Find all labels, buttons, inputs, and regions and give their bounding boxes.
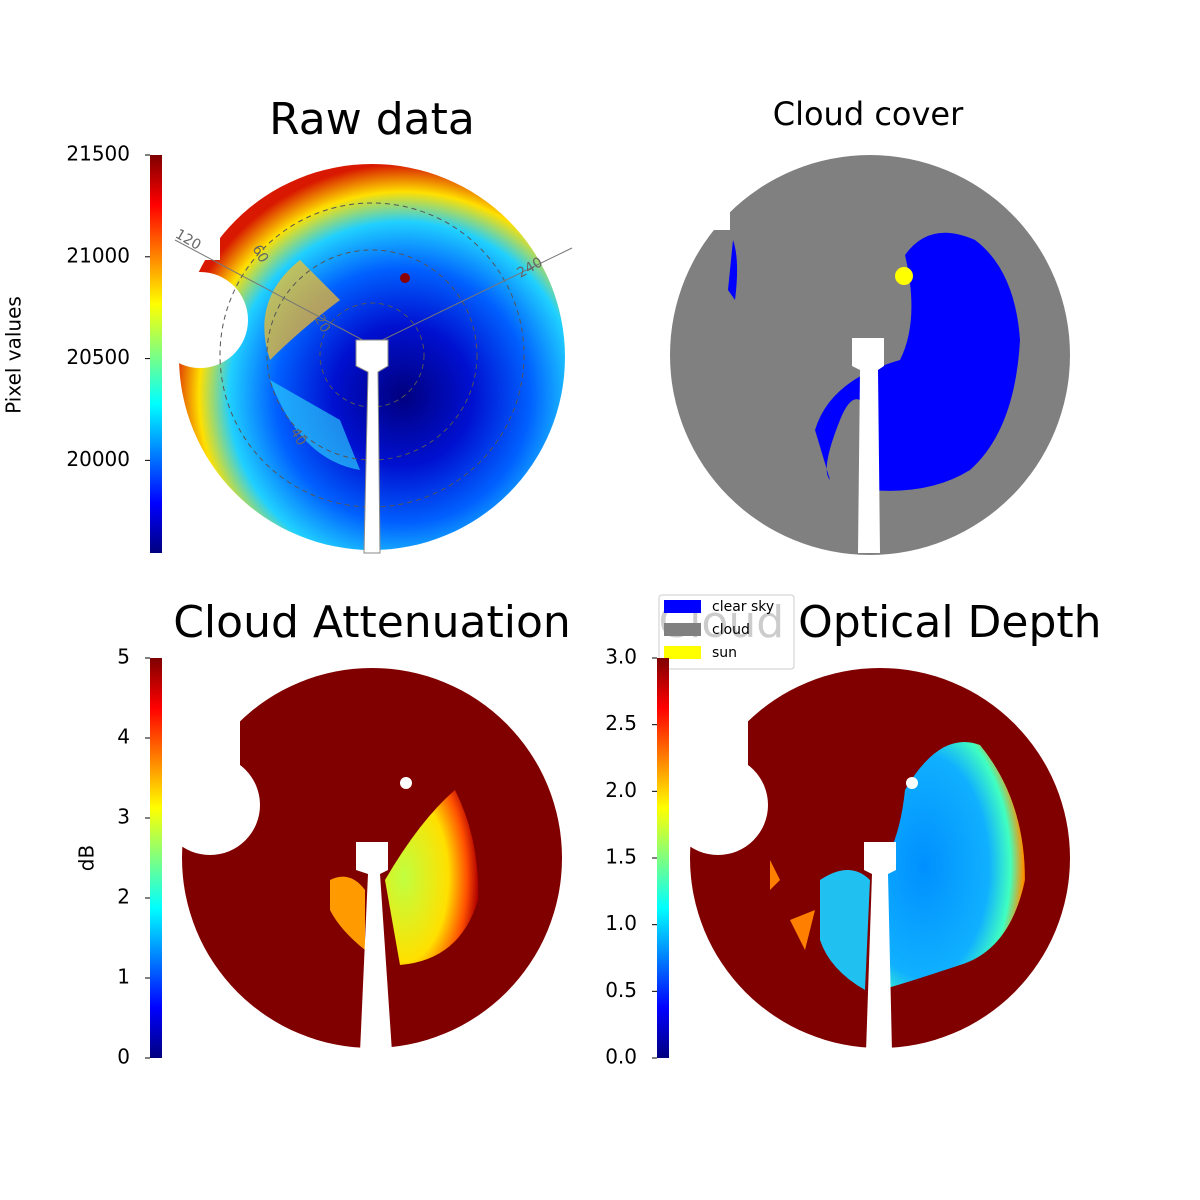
panel-title: Cloud Attenuation bbox=[173, 597, 571, 648]
panel-title: Cloud cover bbox=[773, 95, 964, 133]
tick-label: 5 bbox=[117, 645, 130, 669]
legend-label: clear sky bbox=[712, 599, 774, 615]
legend-swatch bbox=[664, 646, 701, 659]
tick-label: 0.5 bbox=[605, 978, 637, 1002]
legend-label: sun bbox=[712, 645, 737, 661]
tick-label: 2.5 bbox=[605, 711, 637, 735]
radius-tick-label: 60 bbox=[249, 242, 272, 265]
colorbar-label: Pixel values bbox=[2, 296, 26, 414]
tick-label: 20000 bbox=[66, 447, 130, 471]
legend: clear sky cloud sun bbox=[658, 594, 795, 670]
raw-image bbox=[152, 150, 573, 554]
tick-label: 3.0 bbox=[605, 645, 637, 669]
colorbar-label: dB bbox=[75, 845, 99, 871]
tick-label: 2.0 bbox=[605, 778, 637, 802]
tick-label: 0.0 bbox=[605, 1045, 637, 1069]
legend-swatch bbox=[664, 600, 701, 613]
tick-label: 20500 bbox=[66, 345, 130, 369]
tick-label: 0 bbox=[117, 1045, 130, 1069]
attenuation-image bbox=[160, 650, 562, 1052]
tick-label: 4 bbox=[117, 725, 130, 749]
cloud-cover-image bbox=[660, 150, 1070, 555]
optical-depth-image bbox=[668, 650, 1070, 1052]
panel-title: Raw data bbox=[269, 94, 475, 145]
tick-label: 3 bbox=[117, 805, 130, 829]
legend-label: cloud bbox=[712, 622, 750, 638]
radius-tick-label: 40 bbox=[287, 425, 310, 448]
tick-label: 21000 bbox=[66, 243, 130, 267]
tick-label: 1 bbox=[117, 965, 130, 989]
radius-tick-label: 20 bbox=[311, 312, 334, 335]
legend-swatch bbox=[664, 623, 701, 636]
colorbar bbox=[150, 155, 162, 553]
tick-label: 21500 bbox=[66, 142, 130, 166]
colorbar bbox=[150, 658, 162, 1058]
tick-label: 1.5 bbox=[605, 845, 637, 869]
tick-label: 1.0 bbox=[605, 911, 637, 935]
tick-label: 2 bbox=[117, 885, 130, 909]
colorbar bbox=[657, 658, 669, 1058]
